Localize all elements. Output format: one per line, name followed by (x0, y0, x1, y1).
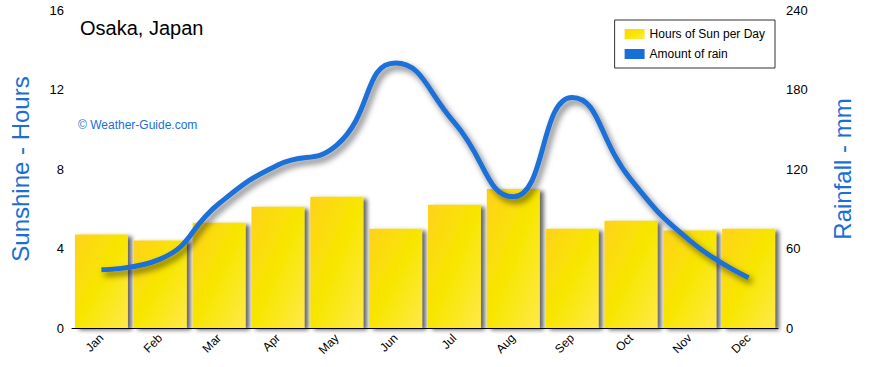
svg-text:Amount of rain: Amount of rain (650, 47, 728, 61)
svg-text:Sep: Sep (552, 331, 577, 356)
svg-text:0: 0 (57, 321, 64, 336)
svg-text:Jun: Jun (377, 331, 401, 355)
svg-text:8: 8 (57, 162, 64, 177)
svg-text:Oct: Oct (613, 331, 637, 355)
svg-text:Apr: Apr (260, 331, 283, 354)
svg-text:© Weather-Guide.com: © Weather-Guide.com (78, 118, 197, 132)
svg-text:Sunshine - Hours: Sunshine - Hours (7, 76, 34, 261)
svg-text:60: 60 (786, 241, 800, 256)
svg-text:240: 240 (786, 3, 808, 18)
svg-text:Osaka, Japan: Osaka, Japan (80, 17, 203, 39)
svg-text:Dec: Dec (729, 331, 754, 356)
svg-text:Mar: Mar (200, 331, 225, 355)
svg-text:Nov: Nov (670, 331, 695, 356)
svg-text:0: 0 (786, 321, 793, 336)
svg-text:Feb: Feb (141, 331, 166, 356)
svg-text:Hours of Sun per Day: Hours of Sun per Day (650, 27, 765, 41)
svg-text:4: 4 (57, 241, 64, 256)
svg-text:May: May (316, 331, 342, 357)
svg-text:Jan: Jan (83, 331, 107, 355)
svg-text:Aug: Aug (493, 331, 518, 356)
svg-text:180: 180 (786, 82, 808, 97)
svg-text:16: 16 (50, 3, 64, 18)
svg-text:120: 120 (786, 162, 808, 177)
svg-text:Jul: Jul (439, 331, 460, 352)
svg-text:Rainfall - mm: Rainfall - mm (829, 98, 856, 239)
svg-text:12: 12 (50, 82, 64, 97)
